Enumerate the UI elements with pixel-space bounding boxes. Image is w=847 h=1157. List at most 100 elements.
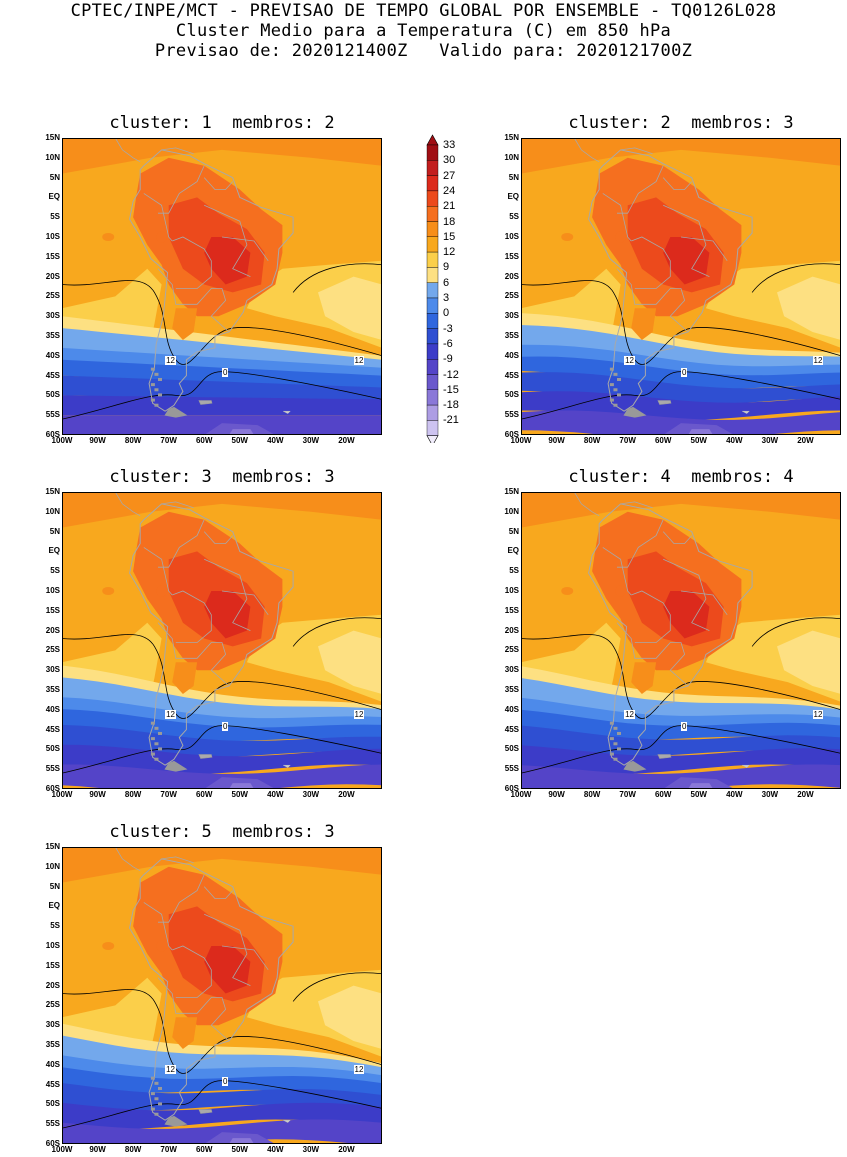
lon-tick-label: 20W xyxy=(338,790,355,799)
colorbar-level-label: 21 xyxy=(443,200,456,213)
colorbar-level-label: -6 xyxy=(443,337,453,350)
lon-tick-label: 100W xyxy=(51,436,73,445)
lat-tick-label: 15N xyxy=(45,842,60,851)
lon-tick-label: 30W xyxy=(761,790,779,799)
contour-label-0: 0 xyxy=(222,721,229,731)
lon-tick-label: 80W xyxy=(124,436,142,445)
lon-tick-label: 50W xyxy=(231,1145,248,1154)
lat-tick-label: 35S xyxy=(45,1040,60,1049)
colorbar-swatch xyxy=(426,343,439,360)
colorbar-swatch xyxy=(426,374,439,391)
lat-tick-label: 40S xyxy=(45,1059,60,1069)
lat-tick-label: 30S xyxy=(45,665,60,675)
header-line-1: CPTEC/INPE/MCT - PREVISAO DE TEMPO GLOBA… xyxy=(70,1,777,21)
lat-tick-label: 20S xyxy=(45,625,60,635)
lat-tick-label: 10S xyxy=(504,232,519,241)
colorbar-level-label: 24 xyxy=(443,184,456,197)
lat-tick-label: 10S xyxy=(45,232,60,241)
lat-tick-label: 60S xyxy=(504,430,519,439)
colorbar-swatch xyxy=(426,297,439,314)
lat-tick-label: 35S xyxy=(45,331,60,340)
colorbar-arrow-bottom xyxy=(426,435,439,447)
panel-title: cluster: 1 membros: 2 xyxy=(109,113,335,133)
lat-tick-label: 50S xyxy=(504,390,519,400)
lon-tick-label: 30W xyxy=(302,436,320,445)
lat-tick-label: 5N xyxy=(49,172,60,182)
lat-tick-label: 5N xyxy=(49,526,60,536)
contour-label-12: 12 xyxy=(624,709,636,719)
lat-tick-label: 30S xyxy=(504,311,519,321)
lat-tick-label: EQ xyxy=(507,192,519,202)
lat-tick-label: 20S xyxy=(45,271,60,281)
lat-tick-label: 10N xyxy=(45,152,60,162)
lon-tick-label: 50W xyxy=(231,436,248,445)
colorbar-level-label: -18 xyxy=(443,399,459,412)
lat-tick-label: 30S xyxy=(45,1020,60,1030)
lon-tick-label: 50W xyxy=(690,436,707,445)
lat-tick-label: EQ xyxy=(48,546,60,556)
lat-tick-label: 15N xyxy=(45,133,60,142)
lat-tick-label: 35S xyxy=(504,331,519,340)
lat-tick-label: 45S xyxy=(45,1079,60,1089)
colorbar-swatch xyxy=(426,267,439,283)
lon-tick-label: 30W xyxy=(302,1145,320,1154)
lon-tick-label: 70W xyxy=(619,436,636,445)
lon-tick-label: 70W xyxy=(619,790,636,799)
colorbar-level-label: 30 xyxy=(443,154,456,167)
lon-tick-label: 80W xyxy=(583,436,601,445)
lon-tick-label: 60W xyxy=(654,790,672,799)
lat-tick-label: 55S xyxy=(504,764,519,774)
lon-tick-label: 40W xyxy=(726,790,743,799)
contour-label-12: 12 xyxy=(812,709,824,719)
lat-tick-label: 25S xyxy=(504,645,519,655)
contour-label-0: 0 xyxy=(681,721,688,731)
lat-tick-label: 60S xyxy=(45,784,60,793)
contour-label-12: 12 xyxy=(624,355,636,365)
lat-tick-label: 5S xyxy=(50,921,60,931)
lat-tick-label: EQ xyxy=(507,546,519,556)
lat-tick-label: 15N xyxy=(504,487,519,496)
lon-tick-label: 30W xyxy=(761,436,779,445)
contour-label-12: 12 xyxy=(353,355,365,365)
header-line-3: Previsao de: 2020121400Z Valido para: 20… xyxy=(154,41,693,61)
panel-title: cluster: 2 membros: 3 xyxy=(568,113,794,133)
lat-tick-label: 5S xyxy=(509,212,519,222)
colorbar-swatch xyxy=(426,205,439,222)
colorbar-swatch xyxy=(426,282,439,299)
lon-tick-label: 40W xyxy=(267,436,284,445)
temperature-map xyxy=(521,492,841,789)
lat-tick-label: 15N xyxy=(504,133,519,142)
lat-tick-label: 5N xyxy=(49,881,60,891)
lat-tick-label: 5S xyxy=(509,566,519,576)
colorbar-swatch xyxy=(426,190,439,207)
lat-tick-label: 10N xyxy=(504,152,519,162)
lat-tick-label: 20S xyxy=(504,271,519,281)
lon-tick-label: 100W xyxy=(510,790,532,799)
colorbar-swatch xyxy=(426,236,439,253)
lat-tick-label: 35S xyxy=(504,685,519,694)
lat-tick-label: 40S xyxy=(504,350,519,360)
colorbar-level-label: 9 xyxy=(443,261,450,274)
colorbar-level-label: 15 xyxy=(443,230,456,243)
contour-label-0: 0 xyxy=(222,1076,229,1086)
lon-tick-label: 100W xyxy=(51,790,73,799)
lon-tick-label: 60W xyxy=(654,436,672,445)
lat-tick-label: 10S xyxy=(45,586,60,595)
lat-tick-label: 15S xyxy=(504,605,519,615)
colorbar-level-label: -3 xyxy=(443,322,453,335)
lat-tick-label: 5S xyxy=(50,566,60,576)
colorbar-level-label: 0 xyxy=(443,307,450,320)
lon-tick-label: 90W xyxy=(89,790,106,799)
lon-tick-label: 90W xyxy=(89,436,106,445)
lat-tick-label: 30S xyxy=(45,311,60,321)
colorbar-level-label: -9 xyxy=(443,353,453,366)
lat-tick-label: 45S xyxy=(45,724,60,734)
contour-label-0: 0 xyxy=(681,367,688,377)
lon-tick-label: 40W xyxy=(267,1145,284,1154)
temperature-map xyxy=(521,138,841,435)
lon-tick-label: 60W xyxy=(195,436,213,445)
lat-tick-label: EQ xyxy=(48,901,60,911)
lat-tick-label: 25S xyxy=(45,1000,60,1010)
lon-tick-label: 70W xyxy=(160,436,177,445)
colorbar-level-label: 27 xyxy=(443,169,456,182)
